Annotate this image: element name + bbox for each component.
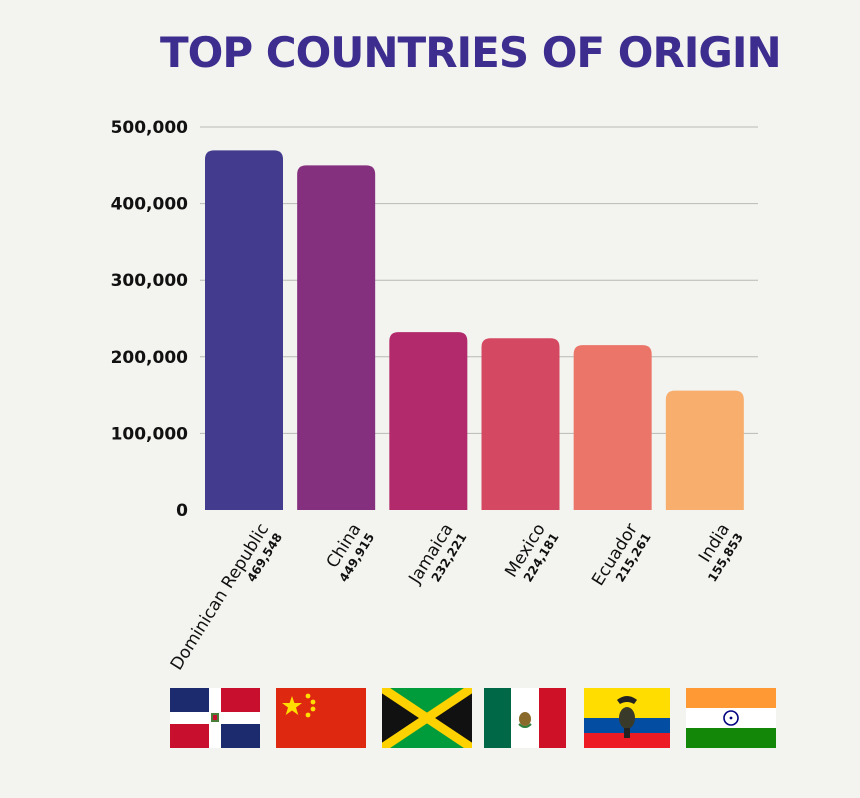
bar-chart: 0 100,000 200,000 300,000 400,000 500,000 Dom… [111,118,758,674]
bar [297,165,376,510]
china-flag-icon [276,688,366,748]
india-flag-icon [686,688,776,748]
bars [205,150,744,510]
y-tick-label: 500,000 [111,118,189,138]
y-tick-label: 100,000 [111,424,189,444]
bar [573,345,652,510]
y-tick-label: 200,000 [111,348,189,368]
mexico-flag-icon [484,688,566,748]
chart-title: TOP COUNTRIES OF ORIGIN [160,28,782,77]
y-axis-ticks: 0 100,000 200,000 300,000 400,000 500,000 [111,118,189,521]
y-tick-label: 0 [176,501,188,521]
category-label: Dominican Republic [167,520,273,674]
dominican-republic-flag-icon [170,688,260,748]
bar [389,332,468,510]
bar [205,150,283,510]
bar [481,338,560,510]
y-tick-label: 300,000 [111,271,189,291]
ecuador-flag-icon [584,688,670,748]
gridlines [200,126,758,434]
bar [665,390,744,510]
jamaica-flag-icon [382,688,472,748]
y-tick-label: 400,000 [111,195,189,215]
